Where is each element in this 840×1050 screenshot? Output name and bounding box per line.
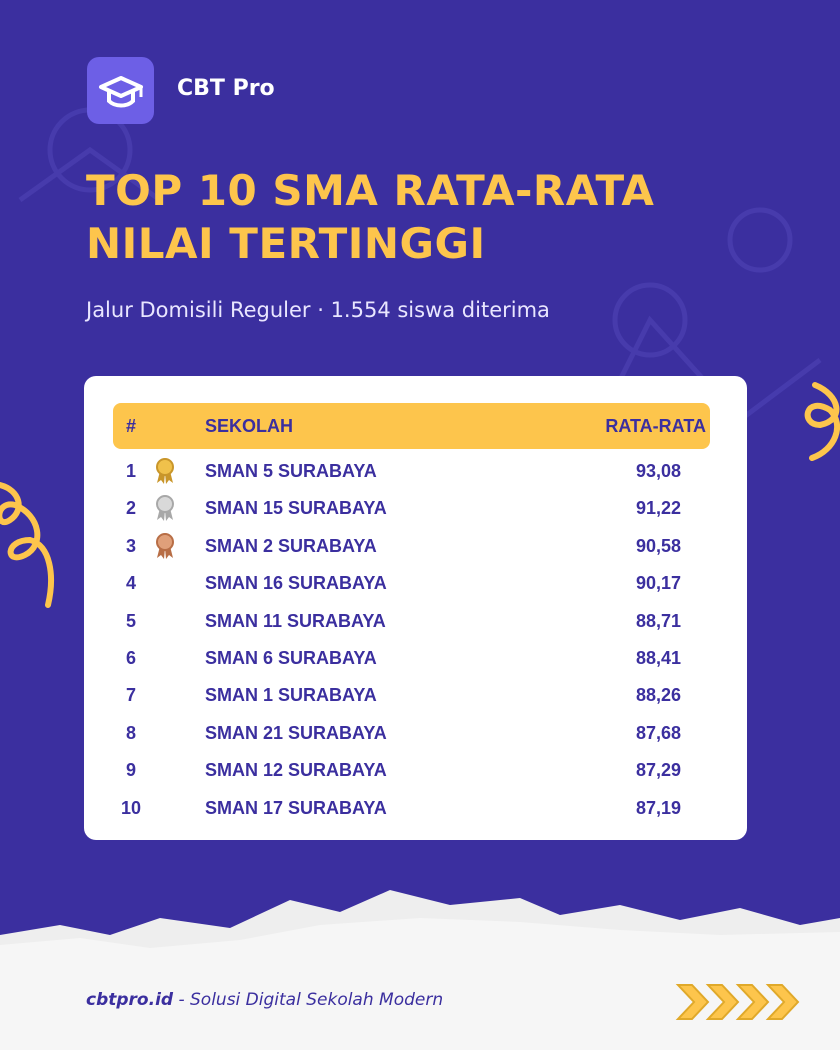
rank: 1 (125, 461, 136, 481)
rank: 4 (125, 573, 136, 594)
logo (87, 57, 154, 124)
score: 90,58 (635, 535, 681, 556)
rank: 3 (125, 535, 136, 556)
school: SMAN 17 SURABAYA (205, 797, 387, 818)
header-score: RATA-RATA (605, 416, 706, 436)
school: SMAN 21 SURABAYA (205, 722, 387, 743)
brand: CBT Pro (177, 76, 275, 101)
subtitle: Jalur Domisili Reguler · 1.554 siswa dit… (86, 298, 550, 322)
score: 93,08 (635, 461, 681, 481)
rank: 5 (125, 610, 136, 631)
score: 91,22 (635, 498, 681, 519)
table-header (113, 403, 710, 449)
score: 90,17 (635, 573, 681, 594)
tagline: - Solusi Digital Sekolah Modern (178, 990, 444, 1010)
score: 87,29 (635, 760, 681, 781)
school: SMAN 6 SURABAYA (205, 648, 377, 668)
school: SMAN 5 SURABAYA (205, 461, 377, 481)
score: 87,68 (635, 722, 681, 743)
rank: 9 (125, 760, 136, 781)
logo-icon (99, 76, 143, 108)
title: NILAI TERTINGGI (86, 219, 486, 268)
footer: cbtpro.id - Solusi Digital Sekolah Moder… (86, 990, 443, 1010)
rank: 8 (125, 722, 136, 743)
title: TOP 10 SMA RATA-RATA (86, 166, 655, 215)
school: SMAN 15 SURABAYA (205, 498, 387, 519)
medal (156, 458, 174, 484)
header-rank: # (125, 416, 136, 436)
score: 87,19 (635, 797, 681, 818)
table-card (84, 376, 747, 840)
score: 88,41 (635, 648, 681, 668)
score: 88,71 (635, 610, 681, 631)
score: 88,26 (635, 685, 681, 706)
school: SMAN 16 SURABAYA (205, 573, 387, 594)
medal (156, 495, 174, 522)
site: cbtpro.id (86, 990, 174, 1010)
school: SMAN 11 SURABAYA (205, 610, 386, 631)
rank: 6 (125, 648, 136, 668)
rank: 10 (120, 797, 142, 818)
school: SMAN 2 SURABAYA (205, 535, 377, 556)
medal (156, 532, 174, 559)
school: SMAN 1 SURABAYA (205, 685, 377, 706)
rank: 7 (125, 685, 136, 706)
header-school: SEKOLAH (205, 416, 294, 436)
school: SMAN 12 SURABAYA (205, 760, 387, 781)
rank: 2 (125, 498, 136, 519)
